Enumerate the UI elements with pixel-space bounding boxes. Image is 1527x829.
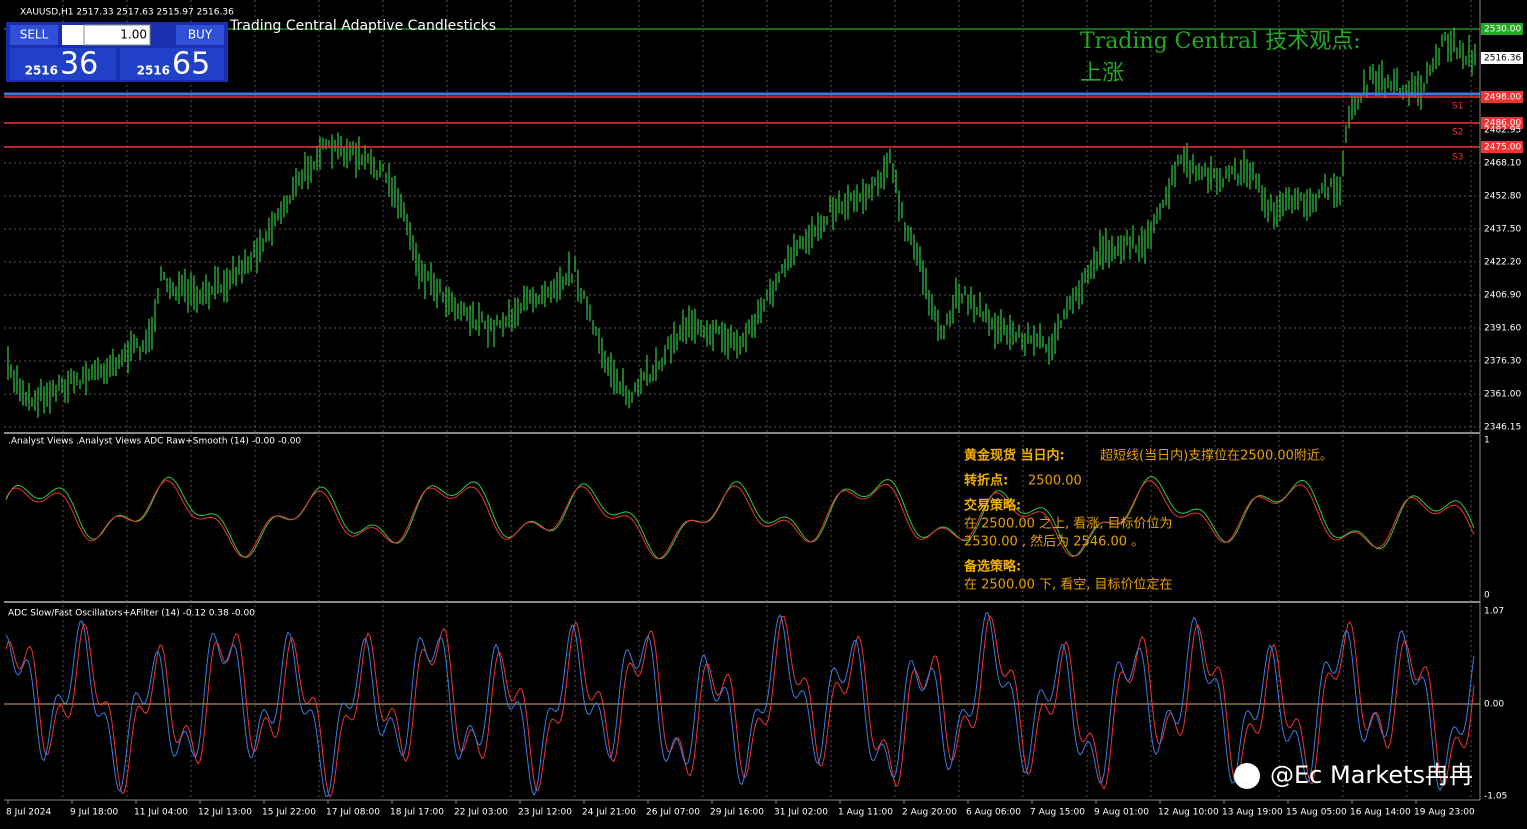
price-label: 2391.60	[1484, 324, 1521, 334]
time-label: 19 Aug 23:00	[1414, 808, 1475, 818]
symbol-info: XAUUSD,H1 2517.33 2517.63 2515.97 2516.3…	[20, 8, 234, 18]
sell-price-box[interactable]	[10, 48, 116, 80]
wave	[5, 615, 1475, 798]
price-label: 2346.15	[1484, 423, 1521, 433]
time-label: 8 Jul 2024	[6, 808, 51, 818]
note-heading: 黄金现货 当日内:	[964, 448, 1065, 464]
price-tag	[1481, 23, 1523, 35]
time-label: 12 Jul 13:00	[198, 808, 252, 818]
level-label: S2	[1452, 128, 1463, 138]
annotation-title: Trading Central 技术观点:	[1080, 29, 1361, 54]
oscillators	[5, 476, 1475, 798]
time-label: 18 Jul 17:00	[390, 808, 444, 818]
time-label: 17 Jul 08:00	[326, 808, 380, 818]
annotation-trend: 上涨	[1080, 61, 1124, 86]
watermark-icon	[1234, 763, 1260, 789]
note-text: 2500.00	[1028, 474, 1082, 489]
axis-label: 1.07	[1484, 607, 1504, 617]
time-label: 29 Jul 16:00	[710, 808, 764, 818]
time-label: 23 Jul 12:00	[518, 808, 572, 818]
candle-wicks	[7, 27, 1476, 418]
price-label: 2482.95	[1484, 126, 1521, 136]
buy-label[interactable]: BUY	[188, 28, 213, 42]
price-label: 2452.80	[1484, 192, 1521, 202]
level-label: S1	[1452, 102, 1463, 112]
axis-label: 0.00	[1484, 700, 1504, 710]
note-heading: 备选策略:	[963, 559, 1021, 575]
price-label: 2516.36	[1484, 54, 1521, 64]
buy-price-box[interactable]	[120, 48, 224, 80]
axis-label: 1	[1484, 436, 1490, 446]
time-label: 9 Aug 01:00	[1094, 808, 1149, 818]
time-label: 31 Jul 02:00	[774, 808, 828, 818]
time-label: 6 Aug 06:00	[966, 808, 1021, 818]
sell-price-big[interactable]: 36	[60, 47, 98, 82]
price-label: 2437.50	[1484, 225, 1521, 235]
note-text: 超短线(当日内)支撑位在2500.00附近。	[1100, 448, 1333, 464]
time-label: 13 Aug 19:00	[1222, 808, 1283, 818]
wave	[5, 612, 1475, 798]
price-tag	[1481, 141, 1523, 153]
time-label: 15 Jul 22:00	[262, 808, 316, 818]
time-label: 11 Jul 04:00	[134, 808, 188, 818]
note-text: 在 2500.00 下, 看空, 目标价位定在	[964, 577, 1173, 593]
time-label: 15 Aug 05:00	[1286, 808, 1347, 818]
time-label: 12 Aug 10:00	[1158, 808, 1219, 818]
level-label: S3	[1452, 153, 1463, 163]
lot-spinner[interactable]	[62, 25, 84, 45]
analyst-note: 黄金现货 当日内: 超短线(当日内)支撑位在2500.00附近。 转折点: 25…	[963, 448, 1333, 593]
time-label: 1 Aug 11:00	[838, 808, 893, 818]
sell-label[interactable]: SELL	[20, 28, 49, 42]
buy-price-big[interactable]: 65	[172, 47, 210, 82]
price-label: 2376.30	[1484, 357, 1521, 367]
price-label: 2406.90	[1484, 291, 1521, 301]
buy-button[interactable]	[176, 25, 224, 45]
pane-separator	[4, 432, 1480, 434]
indicator2-title: ADC Slow/Fast Oscillators+AFilter (14) -…	[8, 609, 255, 619]
sell-price-small[interactable]: 2516	[25, 64, 58, 78]
watermark: @Ec Markets冉冉	[1270, 761, 1473, 789]
axis-label: 0	[1484, 591, 1490, 601]
price-tag	[1481, 117, 1523, 129]
price-tag	[1481, 91, 1523, 103]
time-label: 2 Aug 20:00	[902, 808, 957, 818]
axis-label: -1.05	[1484, 792, 1507, 802]
price-label: 2486.00	[1484, 119, 1521, 129]
price-label: 2475.00	[1484, 143, 1521, 153]
indicator1-title: .Analyst Views .Analyst Views ADC Raw+Sm…	[8, 437, 301, 447]
time-label: 9 Jul 18:00	[70, 808, 119, 818]
time-label: 22 Jul 03:00	[454, 808, 508, 818]
note-text: 在 2500.00 之上, 看涨, 目标价位为	[964, 516, 1173, 532]
indicator-name: Trading Central Adaptive Candlesticks	[229, 18, 496, 34]
note-heading: 转折点:	[964, 473, 1008, 489]
lot-value[interactable]: 1.00	[120, 28, 147, 42]
price-label: 2498.00	[1484, 93, 1521, 103]
pane-separator	[4, 601, 1480, 603]
note-text: 2530.00 , 然后为 2546.00 。	[964, 534, 1144, 550]
price-label: 2530.00	[1484, 25, 1521, 35]
buy-price-small[interactable]: 2516	[137, 64, 170, 78]
time-label: 26 Jul 07:00	[646, 808, 700, 818]
candles	[7, 27, 1476, 418]
price-label: 2422.20	[1484, 258, 1521, 268]
wave	[5, 476, 1475, 560]
note-heading: 交易策略:	[964, 498, 1021, 514]
time-label: 16 Aug 14:00	[1350, 808, 1411, 818]
price-tag	[1481, 52, 1523, 64]
price-label: 2468.10	[1484, 159, 1521, 169]
price-label: 2361.00	[1484, 390, 1521, 400]
time-axis: 8 Jul 2024 9 Jul 18:00 11 Jul 04:00 12 Jul …	[6, 800, 1475, 818]
time-label: 7 Aug 15:00	[1030, 808, 1085, 818]
lot-input[interactable]	[83, 24, 151, 46]
sell-button[interactable]	[10, 25, 58, 45]
time-label: 24 Jul 21:00	[582, 808, 636, 818]
wave	[5, 480, 1475, 560]
